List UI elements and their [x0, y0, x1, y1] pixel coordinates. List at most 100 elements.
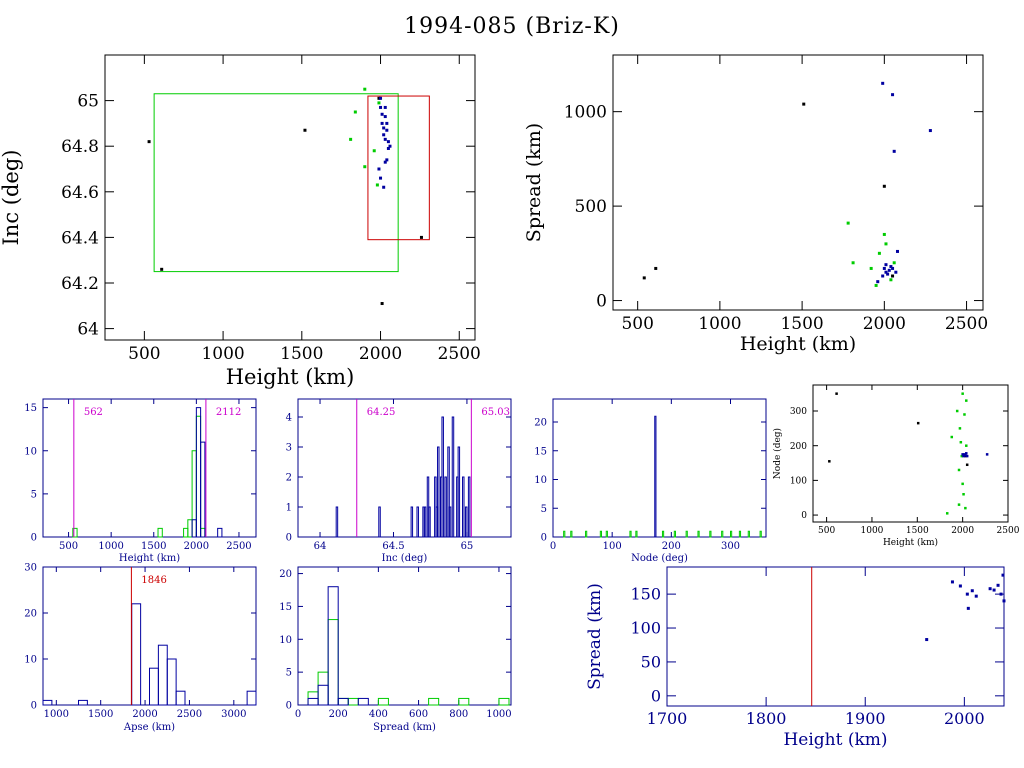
panel-6-point-black — [828, 460, 831, 463]
panel-6-xlabel: Height (km) — [883, 537, 938, 548]
panel-1-point-black — [380, 302, 384, 306]
panel-1-point-green — [349, 137, 353, 141]
panel-9-point-blue — [970, 589, 974, 593]
panel-9-xtick-label: 1900 — [845, 709, 886, 728]
panel-1-point-blue — [379, 96, 383, 100]
panel-8-xtick-label: 800 — [449, 709, 468, 720]
panel-2-xtick-label: 2500 — [945, 314, 988, 334]
panel-5-bar-green — [563, 530, 566, 538]
panel-1-point-green — [375, 183, 379, 187]
panel-8-xtick-label: 400 — [369, 709, 388, 720]
panel-6-point-green — [961, 482, 964, 486]
panel-6-point-green — [962, 493, 965, 496]
panel-2-point-blue — [884, 270, 888, 274]
panel-4-ytick-label: 1 — [286, 503, 292, 514]
panel-3-xtick-label: 2500 — [226, 541, 251, 552]
panel-7-ytick-label: 30 — [24, 563, 37, 574]
panel-1-ytick-label: 64 — [77, 320, 99, 340]
panel-1-point-blue — [383, 105, 387, 109]
panel-3-bar-blue — [195, 407, 202, 538]
panel-2-ytick-label: 1000 — [564, 103, 607, 123]
panel-9-point-blue — [974, 594, 978, 598]
panel-5-bar-green — [759, 530, 762, 538]
panel-1-point-blue — [383, 115, 387, 119]
panel-9-point-blue — [1002, 599, 1006, 603]
panel-4-bar-blue — [457, 446, 461, 538]
panel-3-vline-label: 2112 — [216, 407, 241, 418]
panel-5-ytick-label: 0 — [541, 533, 547, 544]
panel-6-point-blue — [964, 454, 967, 457]
panel-5-ytick-label: 15 — [534, 446, 547, 457]
panel-4-bar-blue — [378, 506, 381, 538]
panel-1-point-green — [377, 101, 381, 105]
panel-8-ytick-label: 10 — [279, 635, 292, 646]
panel-7-ytick-label: 10 — [24, 655, 37, 666]
panel-2-xtick-label: 1500 — [780, 314, 823, 334]
panel-4-ytick-label: 3 — [286, 443, 292, 454]
panel-1-point-black — [419, 235, 423, 239]
panel-7-ytick-label: 20 — [24, 609, 37, 620]
panel-4-xtick-label: 64 — [314, 541, 327, 552]
panel-6-xtick-label: 1500 — [906, 526, 929, 536]
panel-5-ytick-label: 20 — [534, 418, 547, 429]
panel-4-bar-blue — [410, 506, 414, 538]
panel-4-bar-blue — [335, 506, 339, 538]
panel-1-point-blue — [382, 185, 386, 189]
panel-6-ytick-label: 300 — [790, 407, 807, 417]
panel-9-xlabel: Height (km) — [783, 730, 887, 750]
panel-2-point-black — [891, 274, 895, 278]
panel-2-point-blue — [895, 249, 899, 253]
panel-2-ylabel: Spread (km) — [523, 123, 545, 242]
panel-6-point-green — [945, 512, 949, 515]
panel-2-point-black — [642, 276, 646, 280]
panel-2-point-blue — [886, 272, 890, 276]
panel-5-bar-green — [629, 530, 632, 538]
panel-3-vline-label: 562 — [84, 407, 103, 418]
panel-1-point-black — [160, 267, 164, 271]
panel-9-xtick-label: 2000 — [944, 709, 985, 728]
panel-1-point-blue — [385, 128, 389, 132]
panel-5-bar-green — [738, 530, 742, 538]
panel-5-xtick-label: 100 — [603, 541, 622, 552]
panel-8-bar-blue — [307, 697, 319, 706]
panel-5-ytick-label: 5 — [541, 504, 547, 515]
panel-3-xtick-label: 1500 — [141, 541, 166, 552]
panel-1-point-black — [147, 140, 151, 144]
panel-1-ylabel: Inc (deg) — [0, 150, 23, 246]
panel-8-xlabel: Spread (km) — [373, 722, 436, 733]
panel-9-point-blue — [958, 584, 962, 588]
panel-9-point-blue — [950, 580, 954, 584]
panel-2-point-green — [892, 261, 896, 265]
panel-6-xtick-label: 2000 — [951, 526, 974, 536]
panel-3-bar-green — [72, 527, 78, 538]
panel-9-ytick-label: 0 — [651, 686, 661, 705]
panel-8-bar-blue — [327, 586, 339, 706]
panel-2-frame — [612, 54, 984, 311]
panel-4-xtick-label: 64.5 — [382, 541, 404, 552]
panel-7-vline-label: 1846 — [141, 575, 166, 586]
panel-5-bar-green — [709, 530, 712, 538]
panel-2-point-blue — [889, 265, 893, 269]
panel-7-xtick-label: 3000 — [221, 709, 246, 720]
panel-7-bar-blue — [246, 690, 257, 706]
panel-1-ytick-label: 64.8 — [61, 137, 99, 157]
panel-7-xlabel: Apse (km) — [123, 722, 175, 733]
panel-9-ytick-label: 50 — [641, 653, 661, 672]
panel-9-frame — [666, 566, 1005, 707]
panel-6-point-green — [955, 409, 959, 413]
panel-6-point-green — [950, 435, 954, 439]
panel-2-xtick-label: 500 — [621, 314, 653, 334]
panel-4-bar-blue — [467, 476, 471, 538]
panel-8-ytick-label: 0 — [286, 701, 292, 712]
panel-2-point-green — [846, 221, 850, 225]
panel-2-point-blue — [881, 81, 885, 85]
panel-1-xtick-label: 1500 — [280, 344, 323, 364]
panel-2-point-blue — [881, 274, 885, 278]
panel-6-point-green — [960, 454, 963, 458]
panel-2-point-black — [882, 184, 886, 188]
panel-9-xtick-label: 1800 — [746, 709, 787, 728]
panel-2-point-green — [882, 232, 886, 236]
panel-8-xtick-label: 1000 — [486, 709, 511, 720]
panel-1-point-black — [377, 96, 381, 100]
